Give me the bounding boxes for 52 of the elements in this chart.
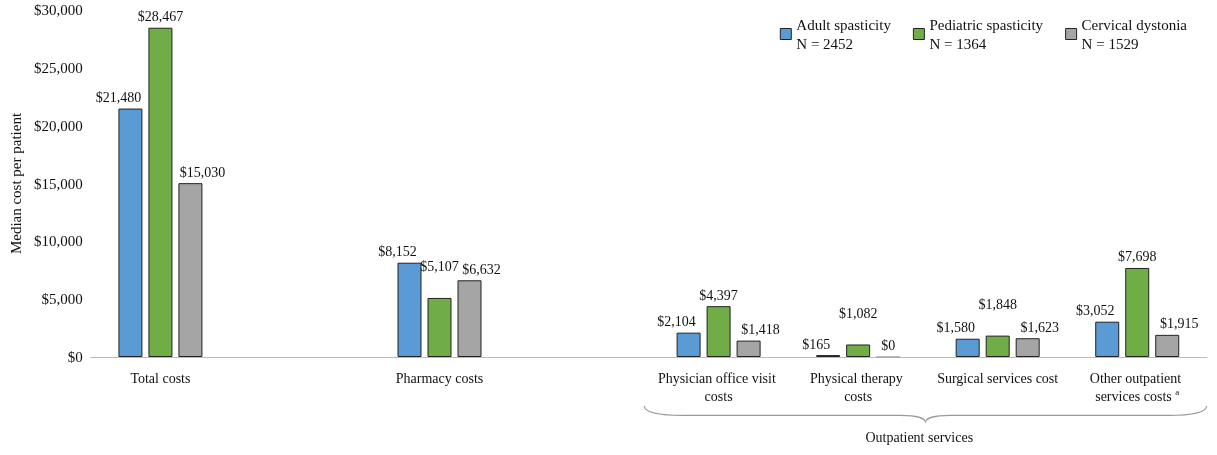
legend-label: Adult spasticity N = 2452 (796, 16, 892, 52)
bar (706, 306, 731, 357)
data-label: $1,418 (741, 322, 780, 338)
bar (1015, 338, 1040, 357)
data-label: $15,030 (179, 164, 226, 180)
data-label: $8,152 (378, 244, 417, 260)
bar (676, 332, 701, 357)
bar (148, 27, 173, 357)
bar (736, 340, 761, 357)
y-tick-label: $15,000 (33, 175, 83, 192)
bar (955, 338, 980, 357)
x-tick-label: Other outpatient services costs a (1089, 370, 1185, 404)
bar (1125, 267, 1150, 357)
data-label: $0 (881, 338, 896, 353)
bar (985, 335, 1010, 357)
x-tick-label: Physical therapy costs (809, 370, 907, 404)
legend-label: Cervical dystonia N = 1529 (1081, 16, 1188, 52)
data-label: $21,480 (95, 90, 142, 106)
bar (846, 344, 871, 357)
bar (457, 280, 482, 357)
x-tick-label: Physician office visit costs (657, 370, 780, 404)
y-axis-title: Median cost per patient (7, 112, 24, 255)
data-label: $4,397 (699, 287, 738, 303)
bar (178, 183, 203, 357)
text: Outpatient services (865, 429, 974, 445)
bar (1155, 334, 1180, 357)
data-label: $1,580 (936, 320, 975, 336)
data-label: $3,052 (1075, 303, 1115, 319)
x-tick-label: Total costs (130, 370, 191, 386)
data-label: $7,698 (1117, 249, 1157, 265)
bar (1095, 321, 1120, 357)
data-label: $2,104 (657, 314, 696, 330)
data-label: $6,632 (462, 261, 501, 277)
bar (118, 108, 143, 357)
x-tick-label: Pharmacy costs (395, 370, 484, 386)
y-tick-label: $25,000 (33, 59, 83, 76)
data-label: $5,107 (420, 259, 459, 275)
y-tick-label: $10,000 (33, 233, 83, 250)
y-tick-label: $0 (67, 349, 83, 365)
bar (397, 262, 422, 357)
legend-label: Pediatric spasticity N = 1364 (929, 16, 1044, 52)
data-label: $1,848 (978, 297, 1017, 313)
data-label: $28,467 (137, 9, 184, 25)
data-label: $165 (802, 336, 831, 352)
y-tick-label: $5,000 (41, 291, 83, 308)
y-tick-label: $20,000 (33, 117, 83, 134)
data-label: $1,623 (1020, 319, 1059, 335)
y-tick-label: $30,000 (33, 2, 83, 18)
data-label: $1,915 (1159, 316, 1199, 332)
data-label: $1,082 (838, 305, 878, 321)
bar (427, 297, 452, 357)
x-tick-label: Surgical services cost (937, 370, 1059, 386)
